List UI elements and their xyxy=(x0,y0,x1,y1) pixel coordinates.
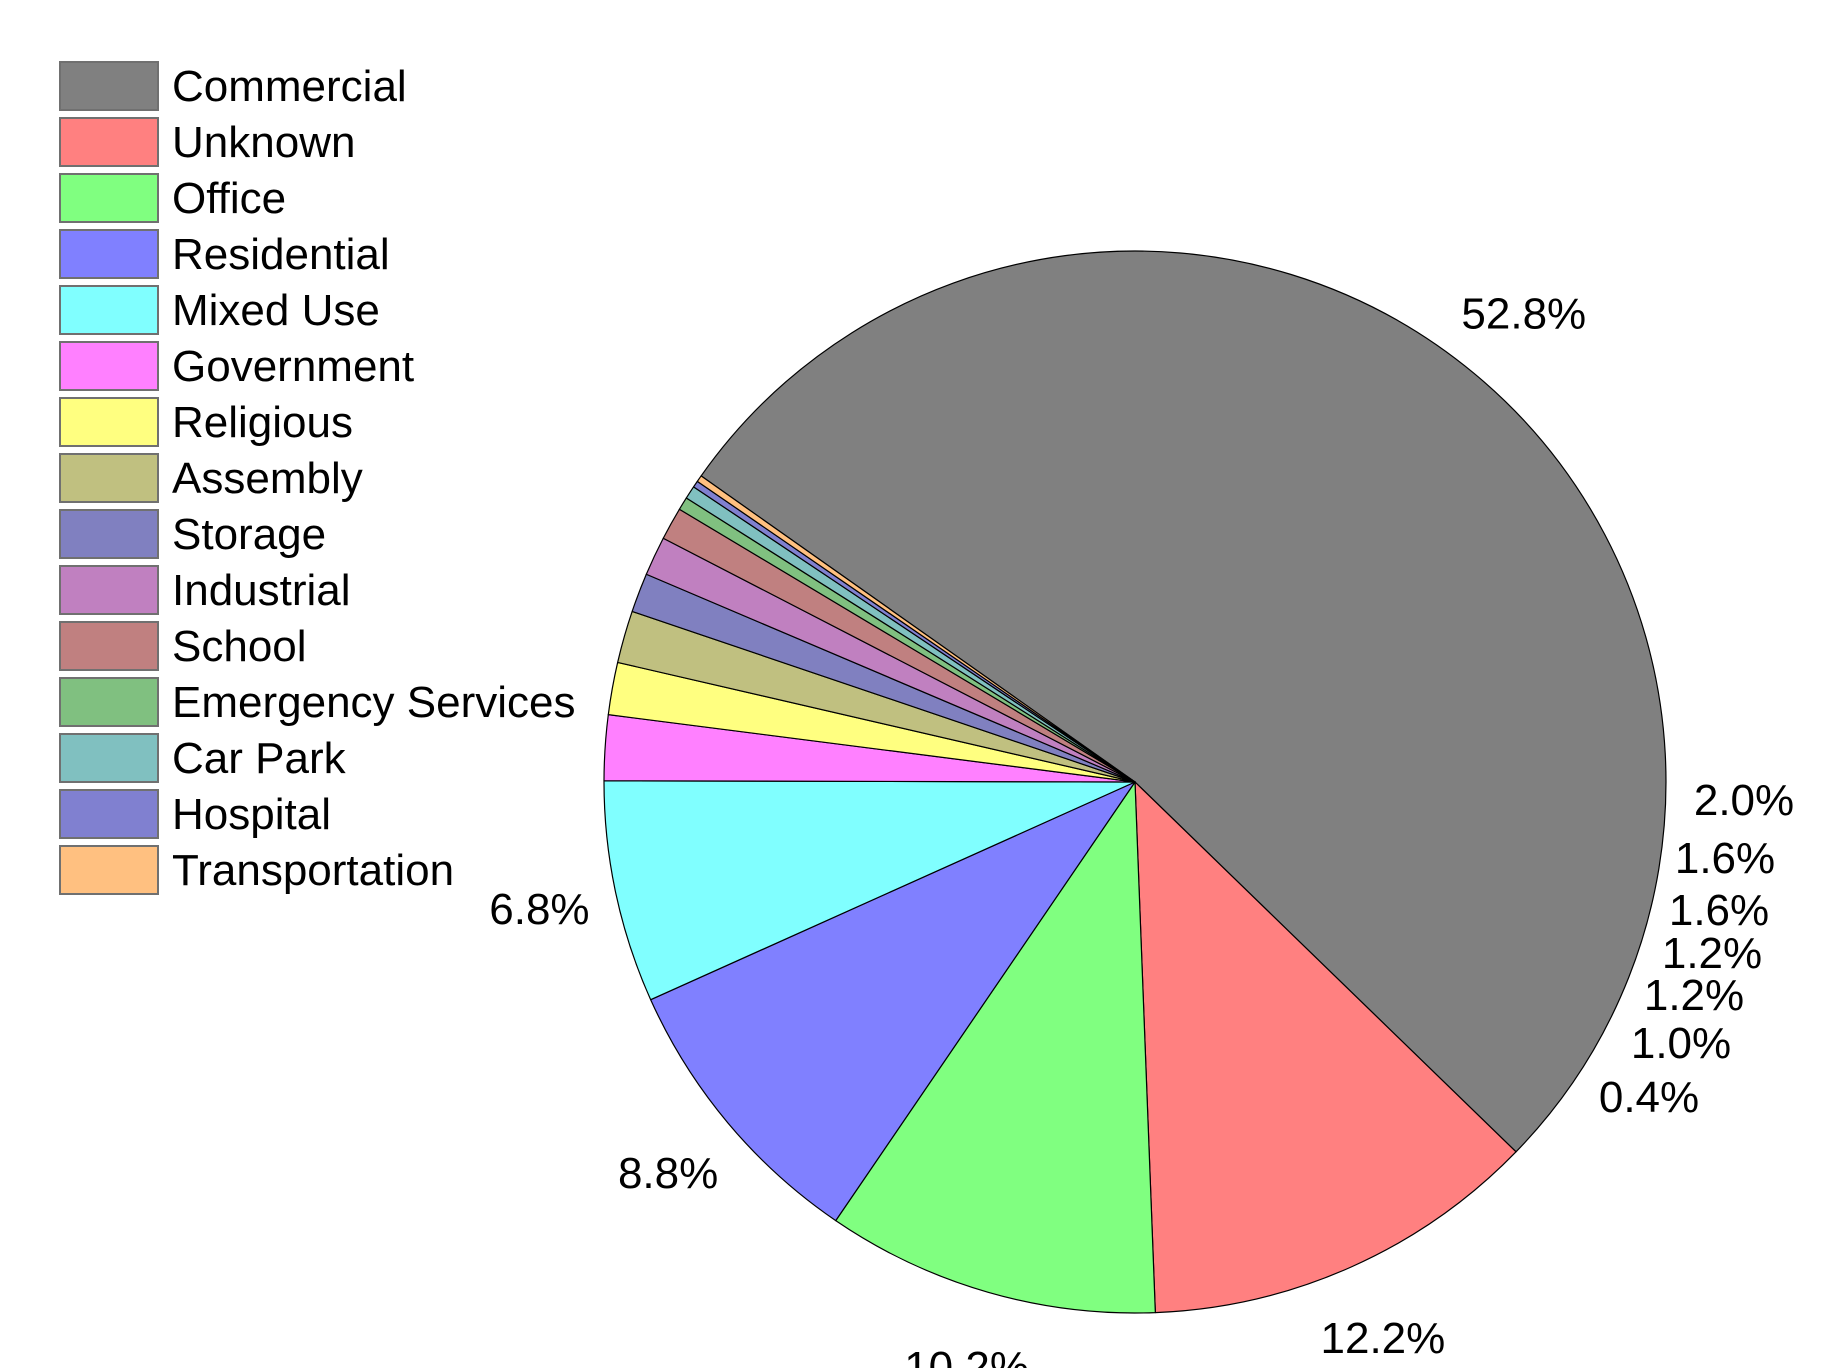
legend-swatch-storage xyxy=(59,509,159,559)
pie-slice-mixed-use xyxy=(603,780,1136,1001)
legend-swatch-transportation xyxy=(59,845,159,895)
legend-label-emergency-services: Emergency Services xyxy=(172,678,575,727)
legend-label-religious: Religious xyxy=(172,398,353,447)
legend-label-mixed-use: Mixed Use xyxy=(172,286,380,335)
pie-slice-commercial xyxy=(700,250,1667,1153)
pie-slice-residential xyxy=(650,781,1136,1222)
pie-label-storage: 1.2% xyxy=(1662,929,1762,978)
legend-swatch-emergency-services xyxy=(59,677,159,727)
pie-label-emergency-services: 0.4% xyxy=(1599,1073,1699,1122)
legend-label-assembly: Assembly xyxy=(172,454,363,503)
pie-slice-unknown xyxy=(1134,781,1517,1314)
pie-label-unknown: 12.2% xyxy=(1321,1314,1446,1363)
pie-label-residential: 8.8% xyxy=(618,1149,718,1198)
legend-label-residential: Residential xyxy=(172,230,390,279)
legend-label-hospital: Hospital xyxy=(172,790,331,839)
pie-slice-transportation xyxy=(696,475,1136,783)
legend-swatch-hospital xyxy=(59,789,159,839)
legend-label-transportation: Transportation xyxy=(172,846,454,895)
pie-slices xyxy=(603,250,1667,1314)
pie-label-government: 2.0% xyxy=(1694,776,1794,825)
pie-label-religious: 1.6% xyxy=(1675,834,1775,883)
pie-label-industrial: 1.2% xyxy=(1644,971,1744,1020)
pie-label-school: 1.0% xyxy=(1631,1019,1731,1068)
legend-swatch-office xyxy=(59,173,159,223)
legend-label-car-park: Car Park xyxy=(172,734,347,783)
pie-slice-office xyxy=(835,781,1156,1314)
legend-swatch-unknown xyxy=(59,117,159,167)
legend-swatch-residential xyxy=(59,229,159,279)
legend-swatch-religious xyxy=(59,397,159,447)
legend-label-storage: Storage xyxy=(172,510,326,559)
legend-label-unknown: Unknown xyxy=(172,118,355,167)
legend-swatch-commercial xyxy=(59,61,159,111)
legend-swatch-mixed-use xyxy=(59,285,159,335)
legend-swatch-car-park xyxy=(59,733,159,783)
pie-label-commercial: 52.8% xyxy=(1461,289,1586,338)
legend-swatch-assembly xyxy=(59,453,159,503)
legend-label-industrial: Industrial xyxy=(172,566,351,615)
pie-percent-labels: 52.8%12.2%10.2%8.8%6.8%2.0%1.6%1.6%1.2%1… xyxy=(489,289,1794,1368)
legend: Commercial Unknown Office Residential Mixed … xyxy=(59,61,575,895)
legend-label-office: Office xyxy=(172,174,286,223)
legend-swatch-industrial xyxy=(59,565,159,615)
legend-label-government: Government xyxy=(172,342,414,391)
pie-label-mixed-use: 6.8% xyxy=(489,885,589,934)
legend-label-school: School xyxy=(172,622,307,671)
legend-swatch-school xyxy=(59,621,159,671)
legend-label-commercial: Commercial xyxy=(172,62,407,111)
pie-label-office: 10.2% xyxy=(904,1343,1029,1368)
pie-label-assembly: 1.6% xyxy=(1669,886,1769,935)
legend-swatch-government xyxy=(59,341,159,391)
